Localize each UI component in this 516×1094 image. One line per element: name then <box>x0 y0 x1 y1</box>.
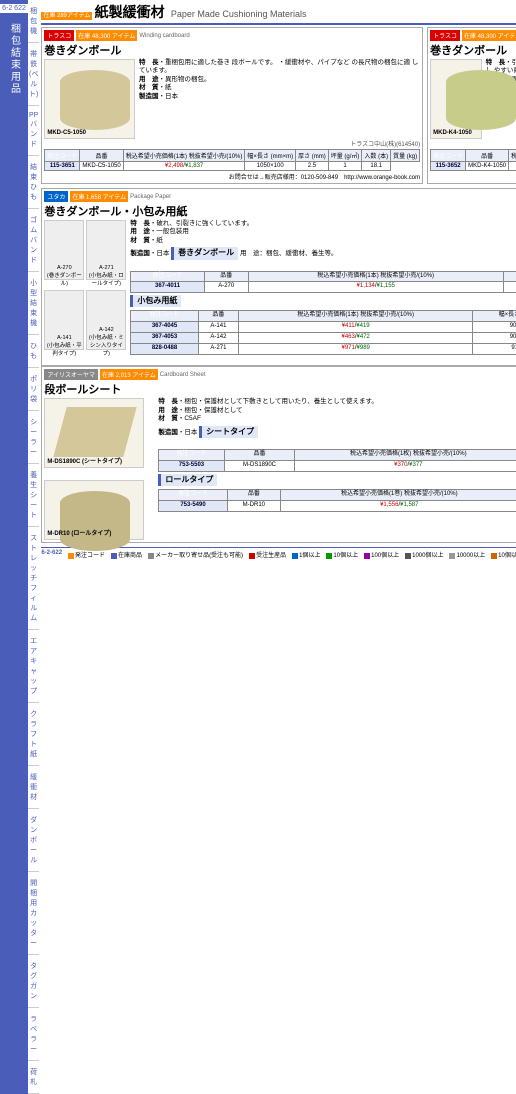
side-tab: ダンボール <box>28 809 39 872</box>
side-tab: ゴムバンド <box>28 209 39 272</box>
legend-item: メーカー取り寄せ品(受注も可能) <box>148 553 249 559</box>
product-desc: 特 長・梱包・保護材として下敷きとして用いたり、養生として使えます。 用 途・梱… <box>158 398 516 540</box>
product-title: 巻きダンボール <box>44 42 420 58</box>
contact-line: お問合せは→ユーザー様用：0120-211-299 http://www.iri… <box>158 513 516 521</box>
side-tab: 養生シート <box>28 464 39 527</box>
product-desc: 特 長・重梱包用に適した巻き 段ボールです。 ・緩衝材や、パイプなど の長尺物の… <box>139 59 420 139</box>
side-tab: ひも <box>28 335 39 368</box>
side-tabs: 梱包機帯鉄(ベルト)PPバンド結束ひもゴムバンド小型結束機ひもポリ袋シーラー養生… <box>28 0 39 1094</box>
spec-table-left: 発注コード品番税込希望小売価格(1本) 税抜希望小売/(10%)幅×長さ (mm… <box>44 149 420 171</box>
brand-tag: トラスコ <box>430 30 460 41</box>
subsection-title: シートタイプ <box>199 426 258 438</box>
spec-table-right: 発注コード品番税込希望小売価格(1本) 税抜希望小売/(10%)幅×長さ (mm… <box>430 149 516 171</box>
legend-item: 受注生産品 <box>249 553 292 559</box>
legend-item: 10個以上 <box>491 553 516 559</box>
subsection-title: ロールタイプ <box>158 474 217 486</box>
brand-tag: トラスコ <box>44 30 74 41</box>
product-title: 巻きダンボール・小包み用紙 <box>44 203 516 219</box>
subtitle-en: Package Paper <box>130 194 171 200</box>
brand-tag: アイリスオーヤマ <box>44 369 98 380</box>
side-tab: クラフト紙 <box>28 703 39 766</box>
model-label: M-DS1890C (シートタイプ) <box>47 456 122 465</box>
model-label: MKD-C5-1050 <box>47 130 86 136</box>
thumbnail: A-270(巻きダンボール) <box>44 220 84 280</box>
stock-badge: 在庫 2,013 アイテム <box>100 369 158 380</box>
stock-badge: 在庫 48,300 アイテム <box>462 30 516 41</box>
legend-item: 100個以上 <box>364 553 405 559</box>
contact-line: お問合せは→販売店様用：072-441-2230 http://www.yuta… <box>130 356 516 364</box>
side-tab: ラベラー <box>28 1008 39 1061</box>
section-yutaka: ユタカ 在庫 1,658 アイテム Package Paper 巻きダンボール・… <box>41 188 516 366</box>
product-title: 段ボールシート <box>44 381 516 397</box>
vertical-category: 梱包結束用品 <box>7 17 22 101</box>
contact-line: お問合せは→販売店様用：0120-509-849 http://www.oran… <box>430 172 516 181</box>
product-image: MKD-K4-1050 <box>430 59 482 139</box>
thumbnail-row: A-270(巻きダンボール)A-271(小包み紙・ロールタイプ) <box>44 220 126 280</box>
thumbnail: A-271(小包み紙・ロールタイプ) <box>86 220 126 280</box>
subtitle-en: Winding cardboard <box>139 33 189 39</box>
product-image: MKD-C5-1050 <box>44 59 135 139</box>
product-image: M-DS1890C (シートタイプ) <box>44 398 144 468</box>
side-tab: ストレッチフィルム <box>28 527 39 630</box>
side-tab: PPバンド <box>28 106 39 156</box>
block-mkd-k4: トラスコ 在庫 48,300 アイテム Winding cardboard 巻き… <box>427 27 516 184</box>
brand-tag: ユタカ <box>44 191 68 202</box>
model-label: M-DR10 (ロールタイプ) <box>47 528 111 537</box>
page-header: ロゴマークの横の数字は各ブランドの在庫アイテム数です。 在庫 289アイテム 紙… <box>41 2 516 25</box>
maker-info: トラスコ中山(株)(614540) <box>44 139 420 148</box>
side-tab: 小型結束機 <box>28 272 39 335</box>
side-tab: 開梱用カッター <box>28 872 39 955</box>
thumbnail: A-142(小包み紙・ミシン入りタイプ) <box>86 290 126 350</box>
spec-table: 発注コード品番税込希望小売価格(1本) 税抜希望小売/(10%)幅×長さ (mm… <box>130 310 516 354</box>
spec-table: 発注コード品番税込希望小売価格(1本) 税抜希望小売/(10%)幅×長さ (mm… <box>130 271 516 294</box>
side-tab: 帯鉄(ベルト) <box>28 43 39 106</box>
stock-total-badge: 在庫 289アイテム <box>41 12 92 20</box>
spec-table: 発注コード品番税込希望小売価格(1巻) 税抜希望小売/(10%)幅×長さ (mm… <box>158 489 516 512</box>
category-sidebar: 6-2 622 梱包結束用品 <box>0 0 28 1094</box>
header-title-jp: 紙製緩衝材 <box>95 4 165 20</box>
thumbnail-row: A-141(小包み紙・平判タイプ)A-142(小包み紙・ミシン入りタイプ) <box>44 290 126 350</box>
section-trusco: トラスコ 在庫 48,300 アイテム Winding cardboard 巻き… <box>41 27 516 184</box>
side-tab: エアキャップ <box>28 630 39 703</box>
product-image: M-DR10 (ロールタイプ) <box>44 480 144 540</box>
block-mkd-c5: トラスコ 在庫 48,300 アイテム Winding cardboard 巻き… <box>41 27 423 184</box>
model-label: MKD-K4-1050 <box>433 130 472 136</box>
side-tab: 結束ひも <box>28 156 39 209</box>
maker-info: トラスコ中山(株)(614540) <box>430 139 516 148</box>
contact-line: お問合せは→販売店様用：0120-509-849 http://www.oran… <box>44 172 420 181</box>
stock-badge: 在庫 48,300 アイテム <box>76 30 137 41</box>
legend-item: 1000個以上 <box>405 553 449 559</box>
product-desc: 特 長・破れ、引裂きに強くしています。 用 途・一般包装用 材 質・紙 製造国・… <box>130 220 516 363</box>
thumbnail: A-141(小包み紙・平判タイプ) <box>44 290 84 350</box>
section-iris: アイリスオーヤマ 在庫 2,013 アイテム Cardboard Sheet 段… <box>41 366 516 543</box>
side-tab: 緩衝材 <box>28 766 39 809</box>
side-tab: 荷札 <box>28 1061 39 1094</box>
side-tab: タグガン <box>28 955 39 1008</box>
subsection-title: 小包み用紙 <box>130 295 181 307</box>
side-tab: 梱包機 <box>28 0 39 43</box>
footer-page: 6-2-622 <box>41 550 62 559</box>
stock-badge: 在庫 1,658 アイテム <box>70 191 128 202</box>
product-title: 巻きダンボール <box>430 42 516 58</box>
header-title-en: Paper Made Cushioning Materials <box>171 9 307 19</box>
legend-item: 発注コード <box>68 553 111 559</box>
subsection-title: 巻きダンボール <box>171 247 238 259</box>
side-tab: ポリ袋 <box>28 368 39 411</box>
subtitle-en: Cardboard Sheet <box>160 372 206 378</box>
legend-item: 在庫商品 <box>111 553 148 559</box>
legend-item: 10000以上 <box>449 553 491 559</box>
spec-table: 発注コード品番税込希望小売価格(1枚) 税抜希望小売/(10%)幅×長さ (mm… <box>158 449 516 472</box>
legend-item: 10個以上 <box>326 553 364 559</box>
page-code: 6-2 622 <box>0 4 28 13</box>
legend-item: 1個以上 <box>292 553 326 559</box>
side-tab: シーラー <box>28 411 39 464</box>
